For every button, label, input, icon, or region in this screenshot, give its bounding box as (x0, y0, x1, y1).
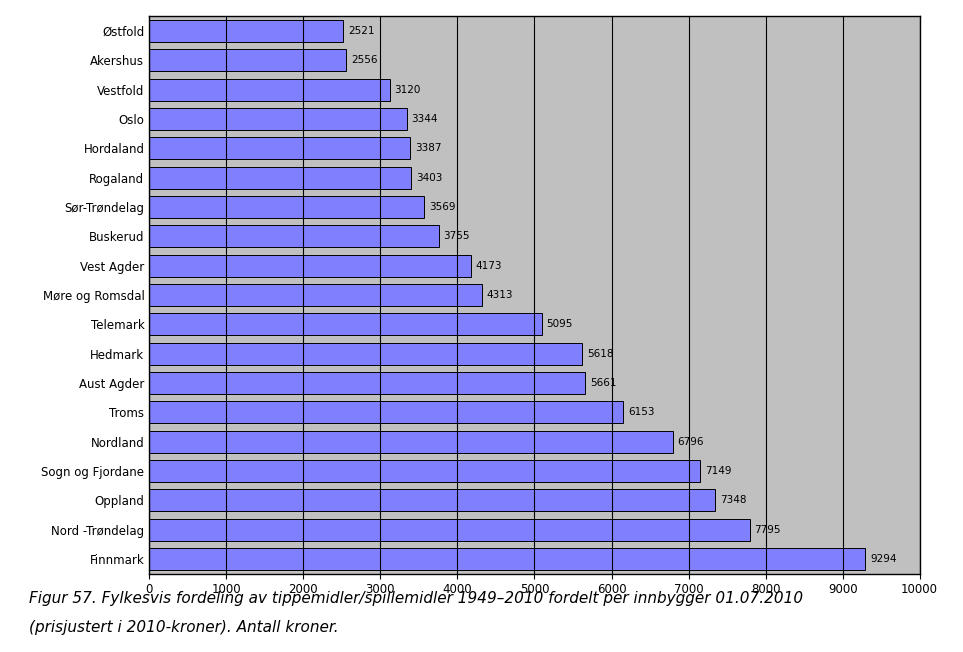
Bar (149, 108, 407, 130)
Text: 5095: 5095 (546, 319, 573, 329)
Text: 5661: 5661 (590, 378, 616, 388)
Text: 3403: 3403 (416, 173, 442, 183)
Text: 3120: 3120 (394, 85, 421, 95)
Text: 7149: 7149 (705, 466, 731, 476)
Text: 2556: 2556 (351, 55, 377, 65)
Bar (149, 548, 866, 570)
Text: 3344: 3344 (411, 114, 438, 124)
Text: 6796: 6796 (677, 437, 704, 447)
Text: 7348: 7348 (720, 496, 746, 505)
Bar (149, 138, 410, 159)
Bar (149, 343, 582, 364)
Bar (149, 50, 346, 71)
Text: (prisjustert i 2010-kroner). Antall kroner.: (prisjustert i 2010-kroner). Antall kron… (29, 621, 339, 636)
Bar (149, 372, 586, 394)
Bar (149, 196, 425, 218)
Text: 6153: 6153 (628, 408, 655, 417)
Bar (149, 79, 390, 100)
Text: 3755: 3755 (443, 231, 470, 241)
Bar (149, 314, 542, 335)
Text: 2521: 2521 (348, 26, 375, 36)
Bar (149, 255, 471, 276)
Bar (149, 226, 438, 247)
Bar (149, 20, 344, 42)
Bar (149, 284, 481, 306)
Text: 7795: 7795 (754, 525, 781, 535)
Text: 4313: 4313 (486, 290, 512, 300)
Text: 9294: 9294 (870, 554, 897, 564)
Bar (149, 402, 623, 423)
Bar (149, 519, 750, 541)
Bar (149, 167, 411, 188)
Text: 3387: 3387 (415, 143, 441, 153)
Text: 4173: 4173 (476, 261, 502, 271)
Text: 3569: 3569 (429, 202, 455, 212)
Bar (149, 490, 716, 511)
Bar (149, 460, 700, 482)
Text: 5618: 5618 (586, 349, 613, 359)
Bar (149, 431, 673, 452)
Text: Figur 57. Fylkesvis fordeling av tippemidler/spillemidler 1949–2010 fordelt per : Figur 57. Fylkesvis fordeling av tippemi… (29, 591, 803, 606)
